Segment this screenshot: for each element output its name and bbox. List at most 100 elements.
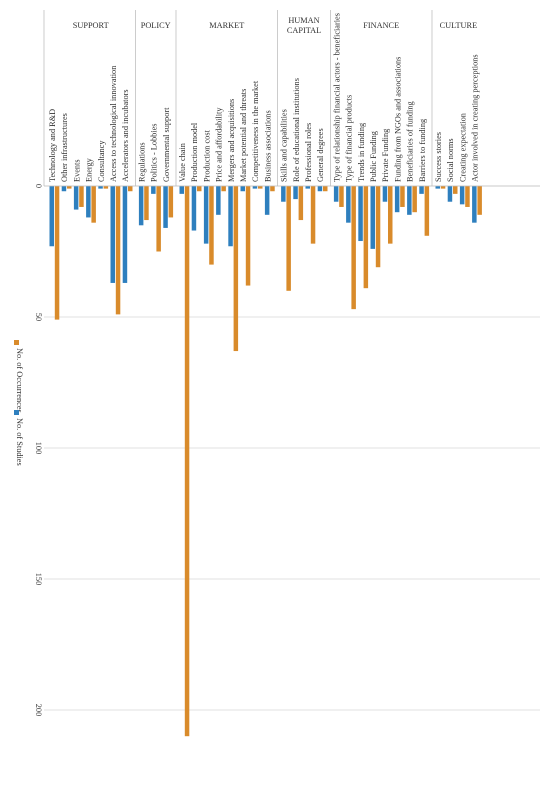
bar-occurrences [424,186,430,236]
bar-occurrences [323,186,328,192]
value-tick-label: 0 [34,184,43,188]
category-label: Regulations [137,142,146,182]
category-label: Business associations [263,110,272,182]
category-label: General degrees [316,128,325,182]
category-label: Beneficiaries of funding [406,101,415,182]
bar-studies [264,186,270,215]
category-label: Professional roles [304,123,313,182]
legend-label: No. of Occurrences [15,348,24,413]
bar-studies [281,186,286,202]
bar-studies [346,186,351,223]
bar-occurrences [412,186,417,213]
bar-studies [252,186,258,189]
category-label: Private Funding [381,129,390,182]
category-label: Technology and R&D [48,109,57,182]
group-label: POLICY [141,21,171,30]
bar-studies [293,186,298,200]
value-tick-label: 150 [34,573,43,585]
legend: No. of Occurrences No. of Studies [14,340,24,466]
bar-occurrences [209,186,214,265]
category-label: Governmental support [162,107,171,182]
category-label: Mergers and acquisitions [227,99,236,182]
category-label: Skills and capabilities [280,109,289,182]
bar-studies [358,186,363,242]
category-label: Energy [85,157,94,182]
bar-occurrences [79,186,84,207]
category-label: Politics - Lobbies [150,123,159,182]
bar-studies [382,186,388,202]
bar-occurrences [184,186,190,737]
bar-studies [73,186,79,210]
value-tick-label: 50 [34,313,43,321]
bar-occurrences [67,186,72,189]
bar-occurrences [245,186,251,286]
bar-occurrences [91,186,96,223]
bar-studies [216,186,221,215]
group-dividers [43,10,540,187]
category-label: Funding from NGOs and associations [393,57,402,182]
bar-occurrences [298,186,304,221]
bar-studies [240,186,245,192]
bar-studies [435,186,440,189]
bar-occurrences [103,186,109,189]
bar-studies [317,186,323,192]
bar-occurrences [339,186,344,207]
category-label: Type of financial products [345,95,354,182]
category-label: Competitiveness in the market [251,80,260,182]
bar-occurrences [388,186,393,244]
bar-occurrences [440,186,446,189]
bar-studies [86,186,91,218]
bar-studies [138,186,144,226]
bar-studies [459,186,465,205]
category-label: Value chain [178,142,187,182]
bar-studies [305,186,310,189]
bar-studies [203,186,209,244]
bar-studies [370,186,375,249]
legend-label: No. of Studies [15,418,24,466]
bar-studies [98,186,103,189]
bar-occurrences [144,186,149,221]
category-label: Role of educational institutions [292,78,301,182]
bar-studies [151,186,156,194]
bar-occurrences [375,186,381,268]
bar-occurrences [128,186,133,192]
group-label: MARKET [209,21,244,30]
bar-occurrences [477,186,482,215]
category-labels: Technology and R&D Other infrastructures E… [48,13,480,182]
category-label: Barriers to funding [418,119,427,182]
bar-studies [394,186,400,213]
bar-studies [61,186,67,192]
group-label: SUPPORT [73,21,109,30]
bar-occurrences [221,186,226,192]
bar-studies [407,186,412,215]
group-label: CULTURE [440,21,478,30]
bar-studies [419,186,424,194]
category-label: Other infrastructures [60,113,69,182]
category-label: Social norms [446,138,455,182]
bar-studies [228,186,233,247]
category-label: Production cost [202,129,211,182]
group-labels: SUPPORT POLICY MARKET HUMAN CAPITAL FINANCE CU… [73,16,477,35]
bar-occurrences [258,186,263,189]
group-label: HUMAN CAPITAL [287,16,321,35]
bar-studies [122,186,128,283]
legend-swatch [14,340,19,345]
bar-occurrences [115,186,121,315]
bar-studies [472,186,477,223]
category-label: Public Funding [369,131,378,182]
bar-occurrences [54,186,60,320]
legend-swatch [14,410,19,415]
category-label: Market potential and threats [239,89,248,182]
category-label: Trends in funding [357,123,366,182]
bar-studies [447,186,453,202]
bar-studies [179,186,184,194]
category-label: Success stories [434,132,443,182]
category-label: Accelerators and incubators [121,89,130,182]
category-label: Price and affordability [215,107,224,182]
bar-occurrences [156,186,161,252]
bar-occurrences [310,186,316,244]
value-tick-label: 200 [34,704,43,716]
bar-studies [191,186,197,231]
category-label: Production model [190,122,199,182]
